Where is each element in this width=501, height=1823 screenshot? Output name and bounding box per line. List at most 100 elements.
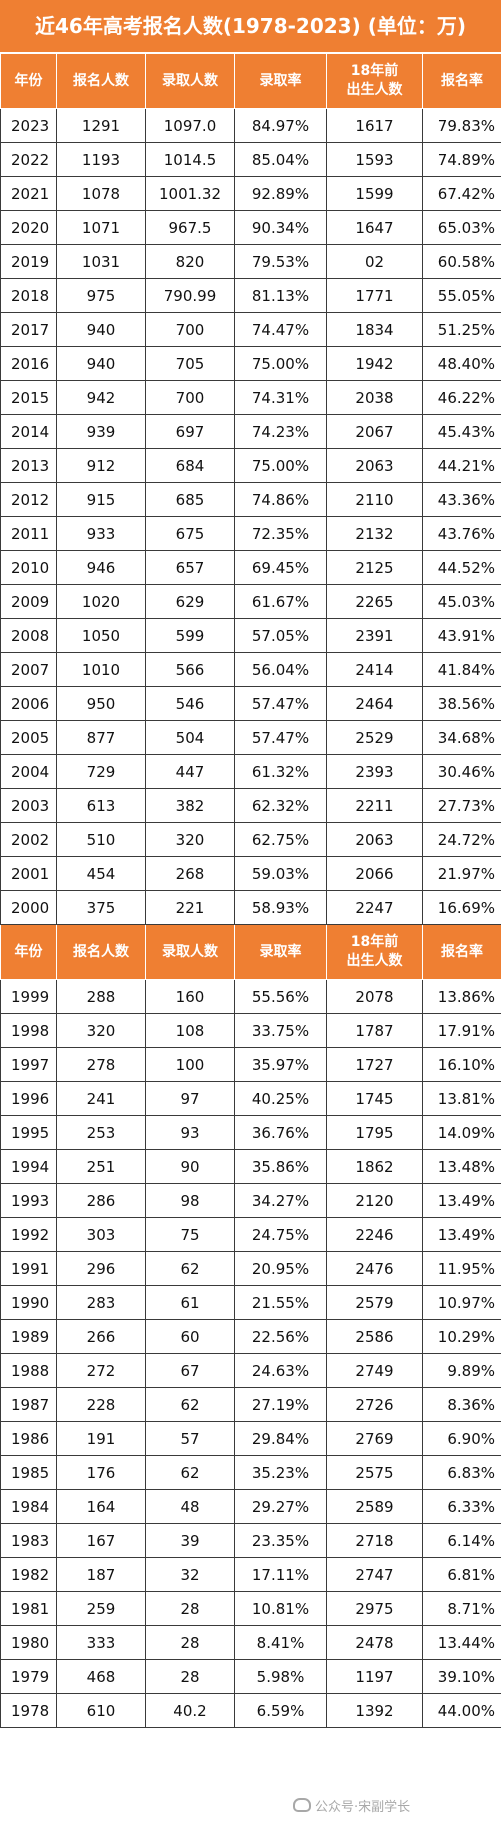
cell-admitted: 40.2 xyxy=(145,1693,235,1728)
table-row: 1995 253 93 36.76% 1795 14.09% xyxy=(0,1115,501,1150)
cell-application-rate: 34.68% xyxy=(422,720,501,755)
cell-applicants: 320 xyxy=(56,1013,146,1048)
cell-admitted: 504 xyxy=(145,720,235,755)
cell-admission-rate: 10.81% xyxy=(234,1591,327,1626)
cell-births-18-years-prior: 2464 xyxy=(326,686,423,721)
cell-admission-rate: 62.75% xyxy=(234,822,327,857)
table-row: 1986 191 57 29.84% 2769 6.90% xyxy=(0,1421,501,1456)
cell-admitted: 790.99 xyxy=(145,278,235,313)
cell-application-rate: 13.86% xyxy=(422,979,501,1014)
cell-births-18-years-prior: 2589 xyxy=(326,1489,423,1524)
cell-application-rate: 10.97% xyxy=(422,1285,501,1320)
cell-admission-rate: 79.53% xyxy=(234,244,327,279)
cell-application-rate: 45.43% xyxy=(422,414,501,449)
cell-application-rate: 44.21% xyxy=(422,448,501,483)
cell-year: 1997 xyxy=(0,1047,57,1082)
table-row: 1993 286 98 34.27% 2120 13.49% xyxy=(0,1183,501,1218)
cell-year: 2023 xyxy=(0,108,57,143)
cell-year: 1978 xyxy=(0,1693,57,1728)
cell-births-18-years-prior: 1862 xyxy=(326,1149,423,1184)
cell-application-rate: 6.33% xyxy=(422,1489,501,1524)
cell-year: 2020 xyxy=(0,210,57,245)
cell-year: 2001 xyxy=(0,856,57,891)
cell-applicants: 191 xyxy=(56,1421,146,1456)
cell-births-18-years-prior: 2529 xyxy=(326,720,423,755)
table-title: 近46年高考报名人数(1978-2023) (单位：万) xyxy=(0,0,501,53)
cell-admission-rate: 74.86% xyxy=(234,482,327,517)
cell-applicants: 915 xyxy=(56,482,146,517)
cell-admitted: 62 xyxy=(145,1455,235,1490)
cell-births-18-years-prior: 2391 xyxy=(326,618,423,653)
table-row: 2012 915 685 74.86% 2110 43.36% xyxy=(0,482,501,517)
cell-admitted: 100 xyxy=(145,1047,235,1082)
cell-admitted: 599 xyxy=(145,618,235,653)
cell-births-18-years-prior: 2726 xyxy=(326,1387,423,1422)
table-row: 1990 283 61 21.55% 2579 10.97% xyxy=(0,1285,501,1320)
cell-year: 1991 xyxy=(0,1251,57,1286)
cell-year: 1990 xyxy=(0,1285,57,1320)
table-row: 2020 1071 967.5 90.34% 1647 65.03% xyxy=(0,210,501,245)
cell-admitted: 967.5 xyxy=(145,210,235,245)
cell-application-rate: 16.69% xyxy=(422,890,501,925)
header-applicants: 报名人数 xyxy=(56,924,146,980)
table-row: 1978 610 40.2 6.59% 1392 44.00% xyxy=(0,1693,501,1728)
cell-admission-rate: 57.47% xyxy=(234,720,327,755)
table-row: 1980 333 28 8.41% 2478 13.44% xyxy=(0,1625,501,1660)
cell-application-rate: 65.03% xyxy=(422,210,501,245)
cell-application-rate: 60.58% xyxy=(422,244,501,279)
cell-applicants: 942 xyxy=(56,380,146,415)
cell-admission-rate: 75.00% xyxy=(234,346,327,381)
cell-admission-rate: 61.67% xyxy=(234,584,327,619)
cell-admission-rate: 74.47% xyxy=(234,312,327,347)
cell-admitted: 221 xyxy=(145,890,235,925)
cell-births-18-years-prior: 1599 xyxy=(326,176,423,211)
cell-admitted: 700 xyxy=(145,380,235,415)
cell-admitted: 97 xyxy=(145,1081,235,1116)
cell-admitted: 1001.32 xyxy=(145,176,235,211)
cell-applicants: 933 xyxy=(56,516,146,551)
cell-application-rate: 38.56% xyxy=(422,686,501,721)
cell-admitted: 684 xyxy=(145,448,235,483)
cell-births-18-years-prior: 2120 xyxy=(326,1183,423,1218)
cell-applicants: 164 xyxy=(56,1489,146,1524)
cell-year: 2005 xyxy=(0,720,57,755)
cell-admitted: 67 xyxy=(145,1353,235,1388)
cell-admission-rate: 22.56% xyxy=(234,1319,327,1354)
cell-admitted: 685 xyxy=(145,482,235,517)
cell-application-rate: 48.40% xyxy=(422,346,501,381)
header-row: 年份 报名人数 录取人数 录取率 18年前 出生人数 报名率 xyxy=(0,53,501,109)
cell-admission-rate: 59.03% xyxy=(234,856,327,891)
cell-admission-rate: 74.23% xyxy=(234,414,327,449)
cell-births-18-years-prior: 2063 xyxy=(326,822,423,857)
cell-admission-rate: 84.97% xyxy=(234,108,327,143)
cell-year: 1985 xyxy=(0,1455,57,1490)
cell-admitted: 629 xyxy=(145,584,235,619)
cell-admission-rate: 24.63% xyxy=(234,1353,327,1388)
cell-year: 1999 xyxy=(0,979,57,1014)
header-year: 年份 xyxy=(0,53,57,109)
cell-applicants: 946 xyxy=(56,550,146,585)
cell-births-18-years-prior: 1647 xyxy=(326,210,423,245)
cell-year: 2018 xyxy=(0,278,57,313)
cell-births-18-years-prior: 2393 xyxy=(326,754,423,789)
cell-applicants: 613 xyxy=(56,788,146,823)
cell-admission-rate: 29.84% xyxy=(234,1421,327,1456)
cell-births-18-years-prior: 1392 xyxy=(326,1693,423,1728)
cell-admission-rate: 27.19% xyxy=(234,1387,327,1422)
cell-admitted: 93 xyxy=(145,1115,235,1150)
cell-admission-rate: 81.13% xyxy=(234,278,327,313)
cell-applicants: 939 xyxy=(56,414,146,449)
cell-admission-rate: 35.86% xyxy=(234,1149,327,1184)
table-row: 2010 946 657 69.45% 2125 44.52% xyxy=(0,550,501,585)
cell-admission-rate: 34.27% xyxy=(234,1183,327,1218)
table-row: 2006 950 546 57.47% 2464 38.56% xyxy=(0,686,501,721)
table-row: 2019 1031 820 79.53% 02 60.58% xyxy=(0,244,501,279)
cell-admitted: 39 xyxy=(145,1523,235,1558)
cell-admission-rate: 33.75% xyxy=(234,1013,327,1048)
wechat-icon xyxy=(293,1798,311,1812)
cell-births-18-years-prior: 2975 xyxy=(326,1591,423,1626)
cell-applicants: 272 xyxy=(56,1353,146,1388)
cell-births-18-years-prior: 2067 xyxy=(326,414,423,449)
cell-admitted: 566 xyxy=(145,652,235,687)
header-application-rate: 报名率 xyxy=(422,924,501,980)
